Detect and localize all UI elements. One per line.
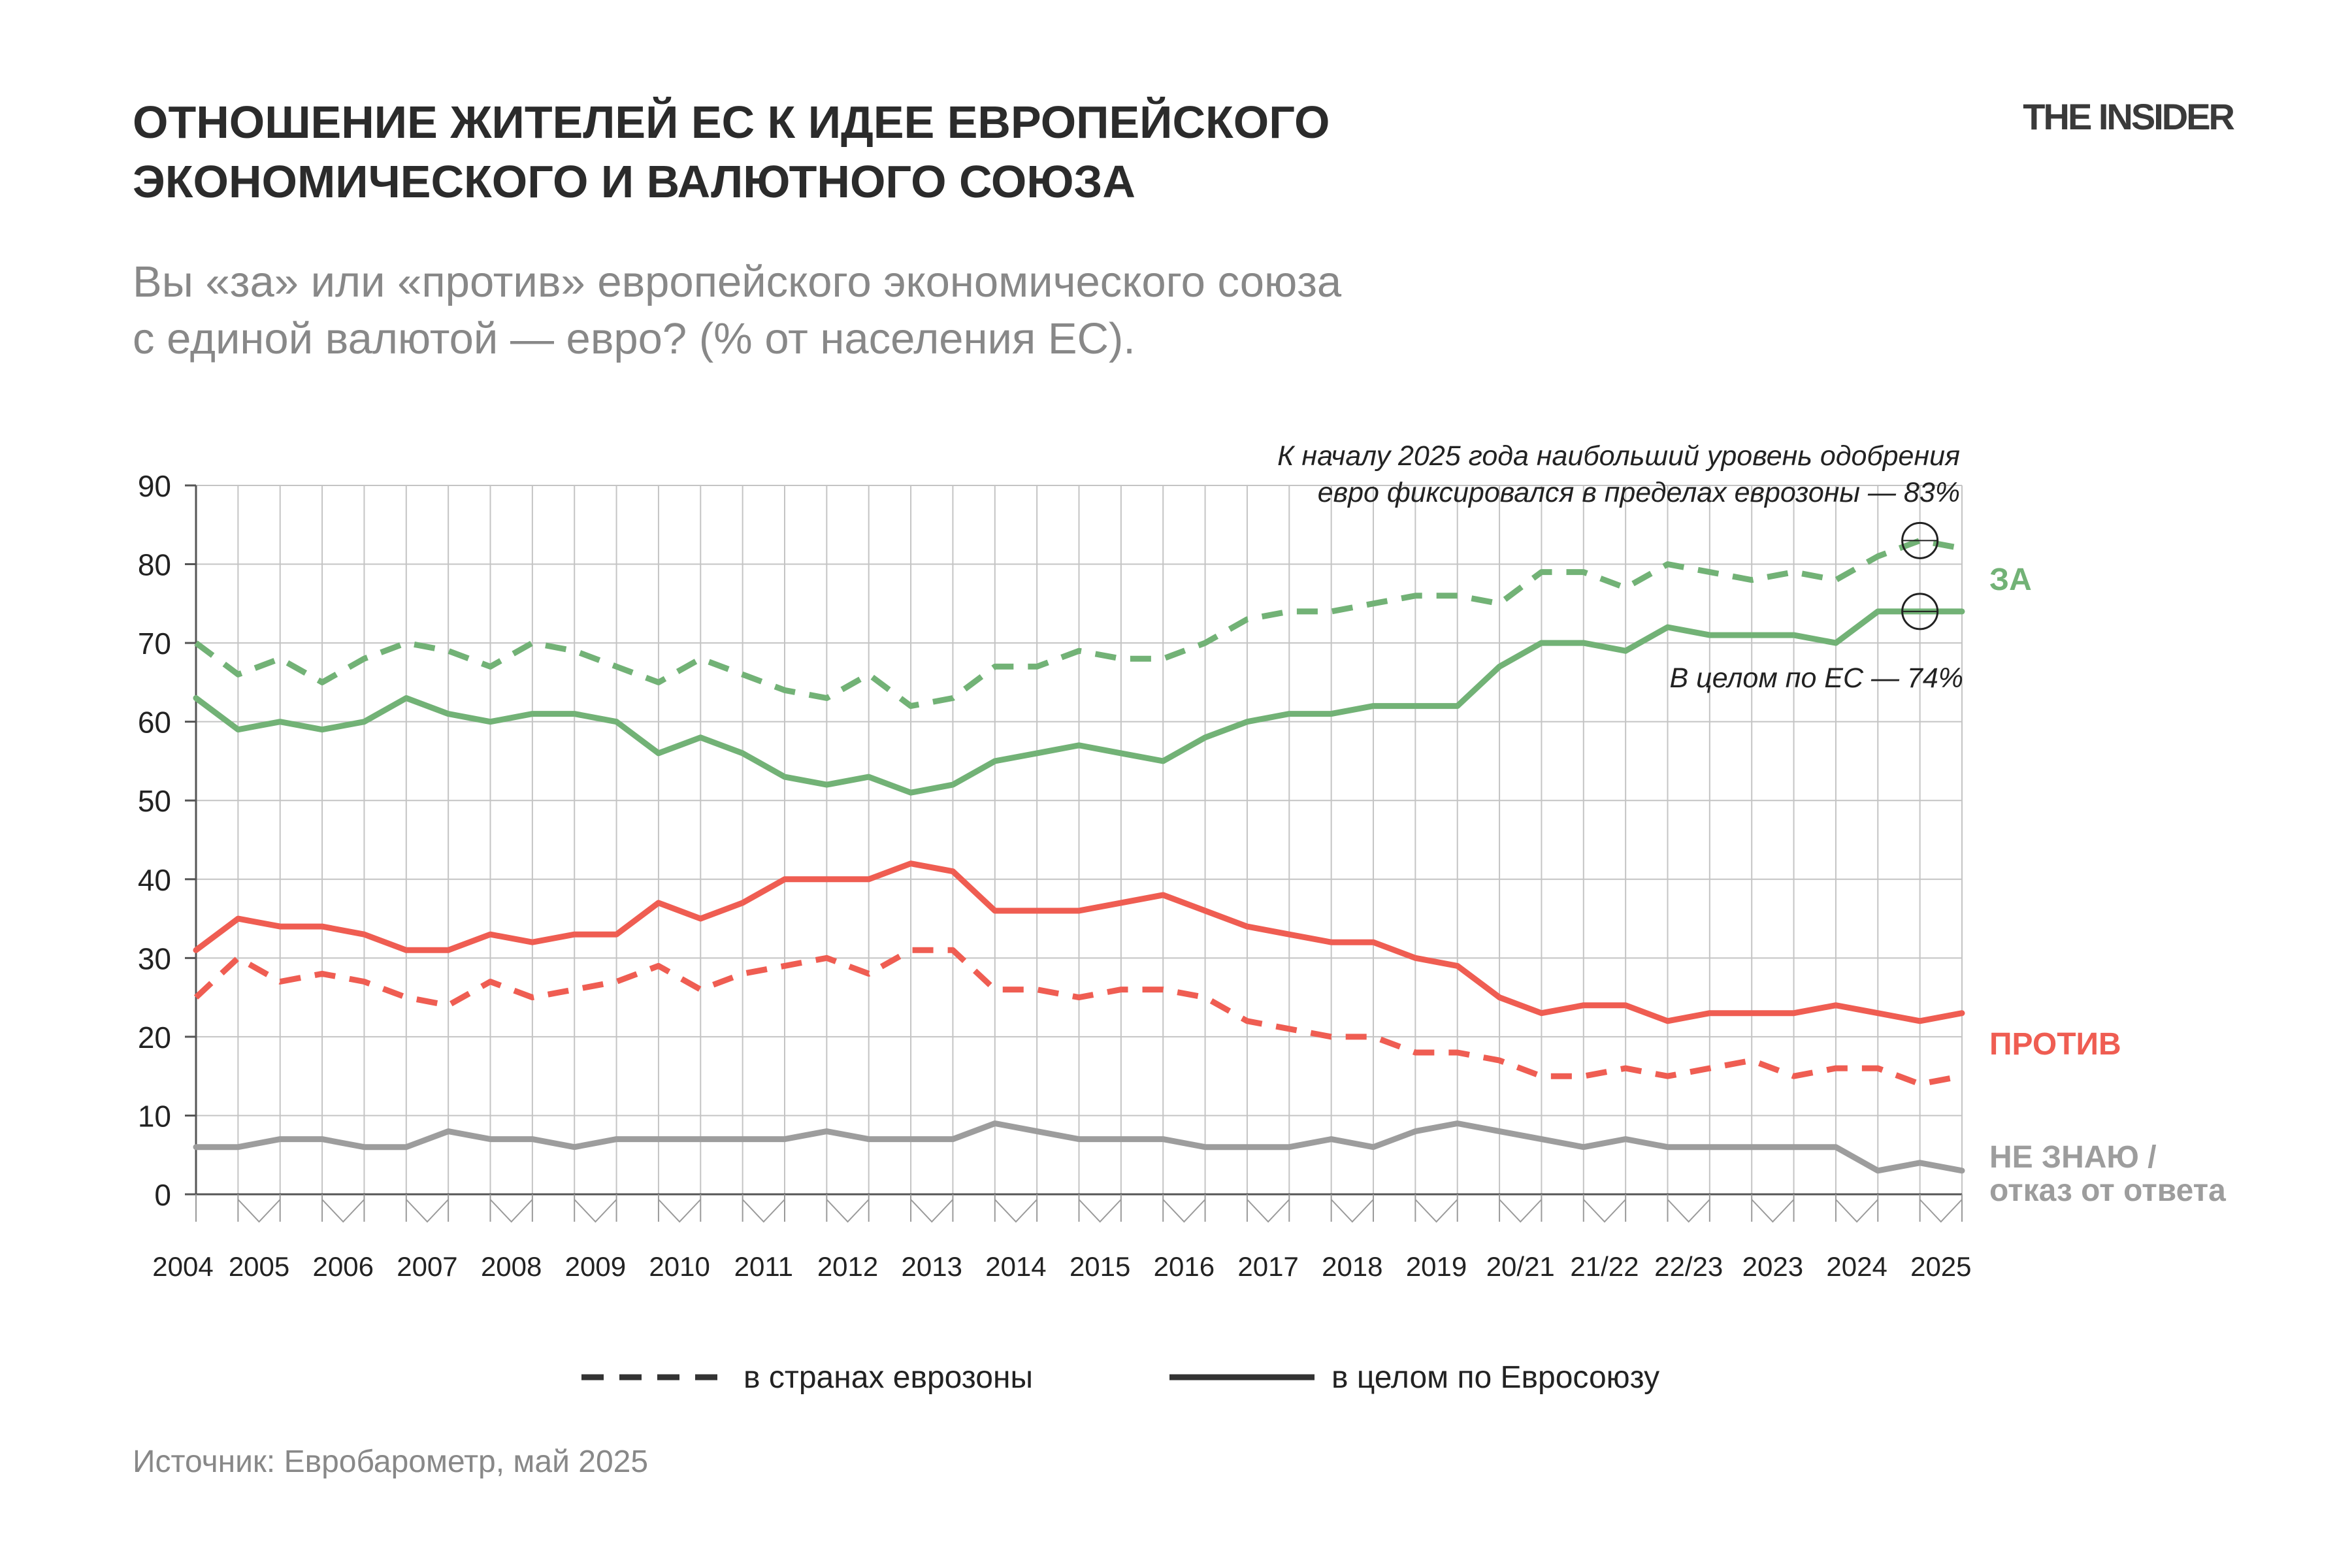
x-tick-label: 2019 <box>1406 1251 1467 1282</box>
x-tick-label: 2016 <box>1154 1251 1215 1282</box>
series-label-ne-znayu-1: НЕ ЗНАЮ / <box>1989 1140 2157 1175</box>
x-tick-label: 2006 <box>313 1251 374 1282</box>
x-tick-label: 2008 <box>481 1251 542 1282</box>
x-period-mark <box>489 1199 533 1223</box>
x-tick-label: 2018 <box>1322 1251 1382 1282</box>
series-line-protiv-solid <box>193 860 1965 1024</box>
x-tick-label: 2010 <box>649 1251 710 1282</box>
annotation-top-line-1: К началу 2025 года наибольший уровень од… <box>1277 440 1960 472</box>
x-tick-label: 2014 <box>985 1251 1046 1282</box>
y-tick-label: 30 <box>138 941 171 975</box>
annotation-bottom: В целом по ЕС — 74% <box>1669 662 1963 694</box>
y-tick-label: 50 <box>138 784 171 818</box>
x-period-mark <box>1499 1199 1543 1223</box>
x-period-mark <box>1919 1199 1963 1223</box>
x-tick-label: 20/21 <box>1486 1251 1555 1282</box>
x-period-mark <box>1162 1199 1206 1223</box>
series-line-za-dashed <box>194 537 1963 710</box>
x-axis: 2004 2005 2006 2007 2008 2009 2010 2011 2012 2013… <box>152 1193 1972 1282</box>
x-tick-label: 21/22 <box>1570 1251 1639 1282</box>
x-period-mark <box>826 1199 870 1223</box>
y-tick-label: 60 <box>138 706 171 740</box>
x-period-mark <box>406 1199 449 1223</box>
chart-title-line-2: ЭКОНОМИЧЕСКОГО И ВАЛЮТНОГО СОЮЗА <box>133 156 1135 207</box>
x-tick-label: 22/23 <box>1654 1251 1723 1282</box>
x-tick-label: 2004 <box>152 1251 213 1282</box>
x-tick-label: 2012 <box>817 1251 878 1282</box>
chart-title: ОТНОШЕНИЕ ЖИТЕЛЕЙ ЕС К ИДЕЕ ЕВРОПЕЙСКОГО… <box>133 93 1897 212</box>
x-tick-label: 2011 <box>734 1251 793 1282</box>
y-tick-label: 80 <box>138 548 171 582</box>
series-label-protiv: ПРОТИВ <box>1989 1027 2121 1062</box>
x-tick-label: 2015 <box>1070 1251 1130 1282</box>
x-tick-label: 2023 <box>1742 1251 1803 1282</box>
series-label-za: ЗА <box>1989 563 2032 597</box>
brand-logo: THE INSIDER <box>2023 96 2235 137</box>
x-period-mark <box>658 1199 702 1223</box>
x-period-mark <box>1078 1199 1122 1223</box>
chart-subtitle-line-2: с единой валютой — евро? (% от населения… <box>133 314 1135 363</box>
chart-grid <box>195 485 1963 1195</box>
series-line-protiv-dashed <box>193 947 1963 1087</box>
y-tick-label: 0 <box>154 1178 171 1212</box>
annotation-top-line-2: евро фиксировался в пределах еврозоны — … <box>1318 477 1960 508</box>
legend-dashed-label: в странах еврозоны <box>743 1360 1033 1395</box>
x-tick-label: 2013 <box>902 1251 962 1282</box>
y-tick-label: 20 <box>138 1021 171 1054</box>
y-tick-label: 40 <box>138 863 171 897</box>
x-period-mark <box>742 1199 785 1223</box>
chart-title-line-1: ОТНОШЕНИЕ ЖИТЕЛЕЙ ЕС К ИДЕЕ ЕВРОПЕЙСКОГО <box>133 97 1330 148</box>
y-tick-label: 90 <box>138 469 171 503</box>
y-tick-label: 70 <box>138 627 171 661</box>
x-period-mark <box>1583 1199 1626 1223</box>
x-tick-label: 2007 <box>397 1251 457 1282</box>
chart-subtitle-line-1: Вы «за» или «против» европейского эконом… <box>133 257 1342 306</box>
x-period-mark <box>1835 1199 1879 1223</box>
legend-solid-label: в целом по Евросоюзу <box>1331 1360 1659 1395</box>
x-period-mark <box>1247 1199 1290 1223</box>
x-period-mark <box>321 1199 365 1223</box>
x-tick-label: 2005 <box>229 1251 289 1282</box>
x-period-mark <box>1330 1199 1374 1223</box>
x-period-mark <box>994 1199 1037 1223</box>
series-line-ne_znayu-solid <box>193 1120 1965 1174</box>
x-period-mark <box>1751 1199 1795 1223</box>
y-tick-label: 10 <box>138 1099 171 1133</box>
x-tick-label: 2024 <box>1826 1251 1887 1282</box>
y-axis: 0 10 20 30 40 50 60 70 80 90 <box>138 469 197 1212</box>
legend: в странах еврозоны в целом по Евросоюзу <box>581 1360 1659 1395</box>
x-period-mark <box>1414 1199 1458 1223</box>
x-tick-label: 2017 <box>1237 1251 1298 1282</box>
x-period-mark <box>574 1199 617 1223</box>
x-period-mark <box>237 1199 281 1223</box>
chart-series <box>193 521 1965 1174</box>
series-line-za-solid <box>193 608 1965 796</box>
source-note: Источник: Евробарометр, май 2025 <box>133 1445 649 1479</box>
x-period-mark <box>1667 1199 1710 1223</box>
chart-subtitle: Вы «за» или «против» европейского эконом… <box>133 253 1962 367</box>
x-tick-label: 2025 <box>1910 1251 1971 1282</box>
x-period-mark <box>910 1199 954 1223</box>
x-tick-label: 2009 <box>565 1251 626 1282</box>
series-label-ne-znayu-2: отказ от ответа <box>1989 1173 2226 1208</box>
